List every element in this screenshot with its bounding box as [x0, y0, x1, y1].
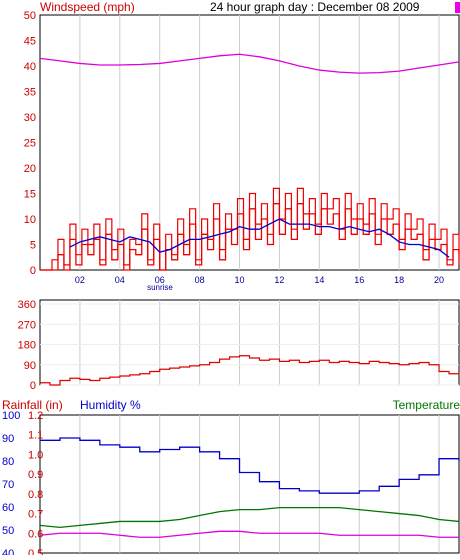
- rainfall-tick-label: 0.9: [28, 469, 43, 481]
- y-tick-label: 10: [24, 214, 36, 226]
- chart-series: [39, 53, 460, 538]
- temperature-label: Temperature: [393, 398, 460, 412]
- humidity-label: Humidity %: [80, 398, 141, 412]
- y-tick-label: 270: [18, 319, 36, 331]
- y-tick-label: 20: [24, 163, 36, 175]
- x-tick-label: 10: [235, 275, 245, 285]
- series-temperature: [39, 507, 460, 529]
- series-rainfall: [39, 530, 459, 538]
- humidity-tick-label: 100: [2, 410, 20, 422]
- sunrise-annotation: sunrise: [147, 283, 173, 292]
- x-tick-label: 12: [274, 275, 284, 285]
- humidity-tick-label: 80: [2, 456, 14, 468]
- rainfall-tick-label: 1.2: [28, 410, 43, 422]
- series-gust: [40, 187, 460, 271]
- rainfall-tick-label: 0.6: [28, 528, 43, 540]
- x-tick-label: 02: [75, 275, 85, 285]
- rainfall-tick-label: 0.5: [28, 548, 43, 555]
- rainfall-tick-label: 0.8: [28, 489, 43, 501]
- y-tick-label: 5: [30, 240, 36, 252]
- humidity-tick-label: 40: [2, 548, 14, 555]
- y-tick-label: 0: [30, 380, 36, 392]
- x-tick-label: 08: [195, 275, 205, 285]
- rainfall-label: Rainfall (in): [2, 398, 63, 412]
- humidity-tick-label: 90: [2, 433, 14, 445]
- panel-frames: [39, 14, 460, 554]
- panel-frame-2: [39, 299, 460, 386]
- series-humidity: [40, 437, 460, 494]
- humidity-tick-label: 50: [2, 525, 14, 537]
- y-tick-label: 35: [24, 87, 36, 99]
- panel-frame-3: [39, 414, 460, 554]
- humidity-tick-label: 70: [2, 479, 14, 491]
- windspeed-label: Windspeed (mph): [40, 0, 135, 14]
- rainfall-tick-label: 1.1: [28, 430, 43, 442]
- y-tick-label: 90: [24, 360, 36, 372]
- y-tick-label: 30: [24, 112, 36, 124]
- series-average-wind: [69, 218, 450, 258]
- series-barometer: [39, 53, 460, 74]
- x-tick-label: 04: [115, 275, 125, 285]
- y-tick-label: 360: [18, 299, 36, 311]
- rainfall-tick-label: 0.7: [28, 509, 43, 521]
- y-tick-label: 25: [24, 138, 36, 150]
- x-tick-label: 20: [434, 275, 444, 285]
- y-tick-label: 40: [24, 61, 36, 73]
- graph-title: 24 hour graph day : December 08 2009: [210, 0, 420, 14]
- series-wind: [40, 203, 460, 271]
- x-tick-label: 14: [314, 275, 324, 285]
- y-tick-label: 45: [24, 36, 36, 48]
- x-tick-label: 16: [354, 275, 364, 285]
- y-tick-label: 15: [24, 189, 36, 201]
- x-tick-label: 06: [155, 275, 165, 285]
- y-tick-label: 180: [18, 340, 36, 352]
- series-direction: [40, 355, 460, 386]
- humidity-tick-label: 60: [2, 502, 14, 514]
- x-tick-label: 18: [394, 275, 404, 285]
- y-tick-label: 0: [30, 265, 36, 277]
- y-tick-label: 50: [24, 10, 36, 22]
- rainfall-tick-label: 1.0: [28, 449, 43, 461]
- legend-marker-icon: [455, 2, 460, 13]
